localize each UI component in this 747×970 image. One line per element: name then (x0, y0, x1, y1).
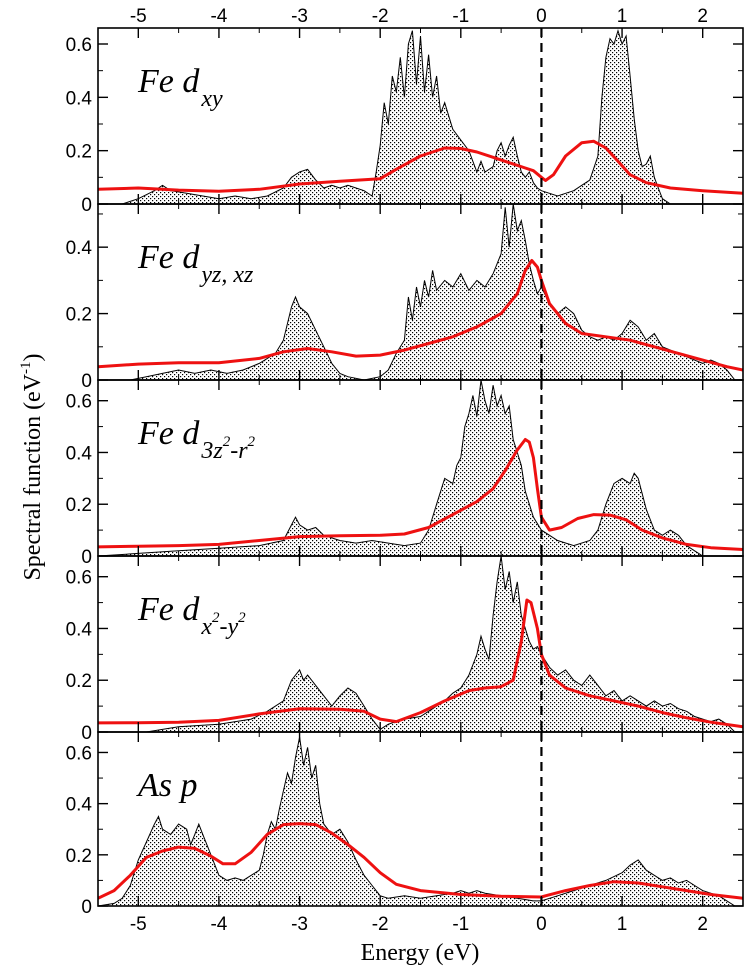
y-tick-label-panel-5: 0 (81, 897, 92, 918)
spectral-line-panel-4 (98, 598, 743, 729)
bottom-axis: -5 -4 -3 -2 -1 0 1 2 (130, 914, 708, 935)
dos-area-panel-3 (98, 379, 743, 557)
dos-area-panel-2 (98, 203, 743, 381)
top-x-tick-label: -1 (452, 6, 469, 27)
panel-2 (98, 203, 743, 381)
bottom-x-tick-label: 0 (536, 914, 547, 935)
top-x-tick-label: -5 (130, 6, 147, 27)
panel-3 (98, 379, 743, 557)
panel-label-subscript-superscript: 2 (212, 610, 220, 626)
spectral-line-panel-1 (98, 139, 743, 195)
dos-area-panel-5 (98, 737, 743, 906)
panel-label-subscript-tail-superscript: 2 (248, 434, 256, 450)
top-x-tick-label: -3 (291, 6, 308, 27)
panel-label-main: As p (136, 767, 198, 804)
y-tick-label-panel-2: 0.4 (66, 238, 93, 259)
top-axis: -5 -4 -3 -2 -1 0 1 2 (130, 6, 708, 27)
top-x-tick-label: -4 (210, 6, 227, 27)
panel-label-subscript-tail: -r (230, 438, 248, 464)
y-tick-label-panel-3: 0.4 (66, 443, 93, 464)
top-x-tick-label: 1 (617, 6, 628, 27)
dos-area-panel-1 (98, 28, 743, 205)
x-axis-label: Energy (eV) (361, 940, 480, 966)
spectral-line-panel-3 (98, 438, 743, 551)
bottom-x-tick-label: 1 (617, 914, 628, 935)
bottom-x-tick-label: -4 (210, 914, 227, 935)
panel-label-subscript-superscript: 2 (223, 434, 231, 450)
y-tick-label-panel-1: 0.6 (66, 35, 92, 56)
top-x-tick-label: -2 (372, 6, 389, 27)
y-tick-label-panel-5: 0.6 (66, 743, 92, 764)
y-tick-label-panel-3: 0.6 (66, 392, 92, 413)
y-tick-label-panel-4: 0.4 (66, 619, 93, 640)
panel-label-subscript: 3z (200, 438, 223, 464)
bottom-x-tick-label: -1 (452, 914, 469, 935)
dos-area-panel-4 (98, 555, 743, 733)
bottom-x-tick-label: -5 (130, 914, 147, 935)
panel-4 (98, 555, 743, 733)
y-tick-label-panel-3: 0.2 (66, 495, 92, 516)
panel-label-main: Fe d (137, 591, 200, 628)
panel-label-main: Fe d (137, 415, 200, 452)
panel-label-subscript-tail-superscript: 2 (238, 610, 246, 626)
y-tick-label-panel-1: 0 (81, 195, 92, 216)
y-tick-label-panel-4: 0.2 (66, 671, 92, 692)
y-tick-label-panel-4: 0.6 (66, 568, 92, 589)
bottom-x-tick-label: -3 (291, 914, 308, 935)
bottom-x-tick-label: 2 (697, 914, 708, 935)
y-tick-label-panel-3: 0 (81, 547, 92, 568)
panel-label-subscript: x (200, 614, 212, 640)
y-tick-label-panel-5: 0.2 (66, 846, 92, 867)
panel-label-main: Fe d (137, 239, 200, 276)
top-x-tick-label: 2 (697, 6, 708, 27)
y-tick-label-panel-4: 0 (81, 723, 92, 744)
y-tick-label-panel-1: 0.2 (66, 142, 92, 163)
y-tick-label-panel-2: 0.2 (66, 305, 92, 326)
panel-label-4: Fe dx2-y2 (137, 591, 246, 640)
panel-label-5: As p (136, 767, 198, 804)
y-tick-label-panel-2: 0 (81, 371, 92, 392)
panel-label-subscript: yz, xz (199, 262, 254, 288)
y-tick-label-panel-5: 0.4 (66, 795, 93, 816)
panel-label-2: Fe dyz, xz (137, 239, 254, 288)
panel-1 (98, 28, 743, 205)
y-tick-label-panel-1: 0.4 (66, 88, 93, 109)
y-axis-label-close: ) (20, 353, 46, 361)
spectral-line-panel-2 (98, 259, 743, 372)
bottom-x-tick-label: -2 (372, 914, 389, 935)
y-axis-label: Spectral function (eV-1) (18, 353, 46, 580)
panel-label-subscript: xy (200, 86, 223, 112)
y-axis-label-superscript: -1 (18, 361, 34, 374)
panel-label-main: Fe d (137, 63, 200, 100)
panel-label-subscript-tail: -y (220, 614, 239, 640)
spectral-line-panel-5 (98, 822, 743, 900)
panel-label-3: Fe d3z2-r2 (137, 415, 256, 464)
panel-5 (98, 737, 743, 906)
panel-label-1: Fe dxy (137, 63, 223, 112)
top-x-tick-label: 0 (536, 6, 547, 27)
